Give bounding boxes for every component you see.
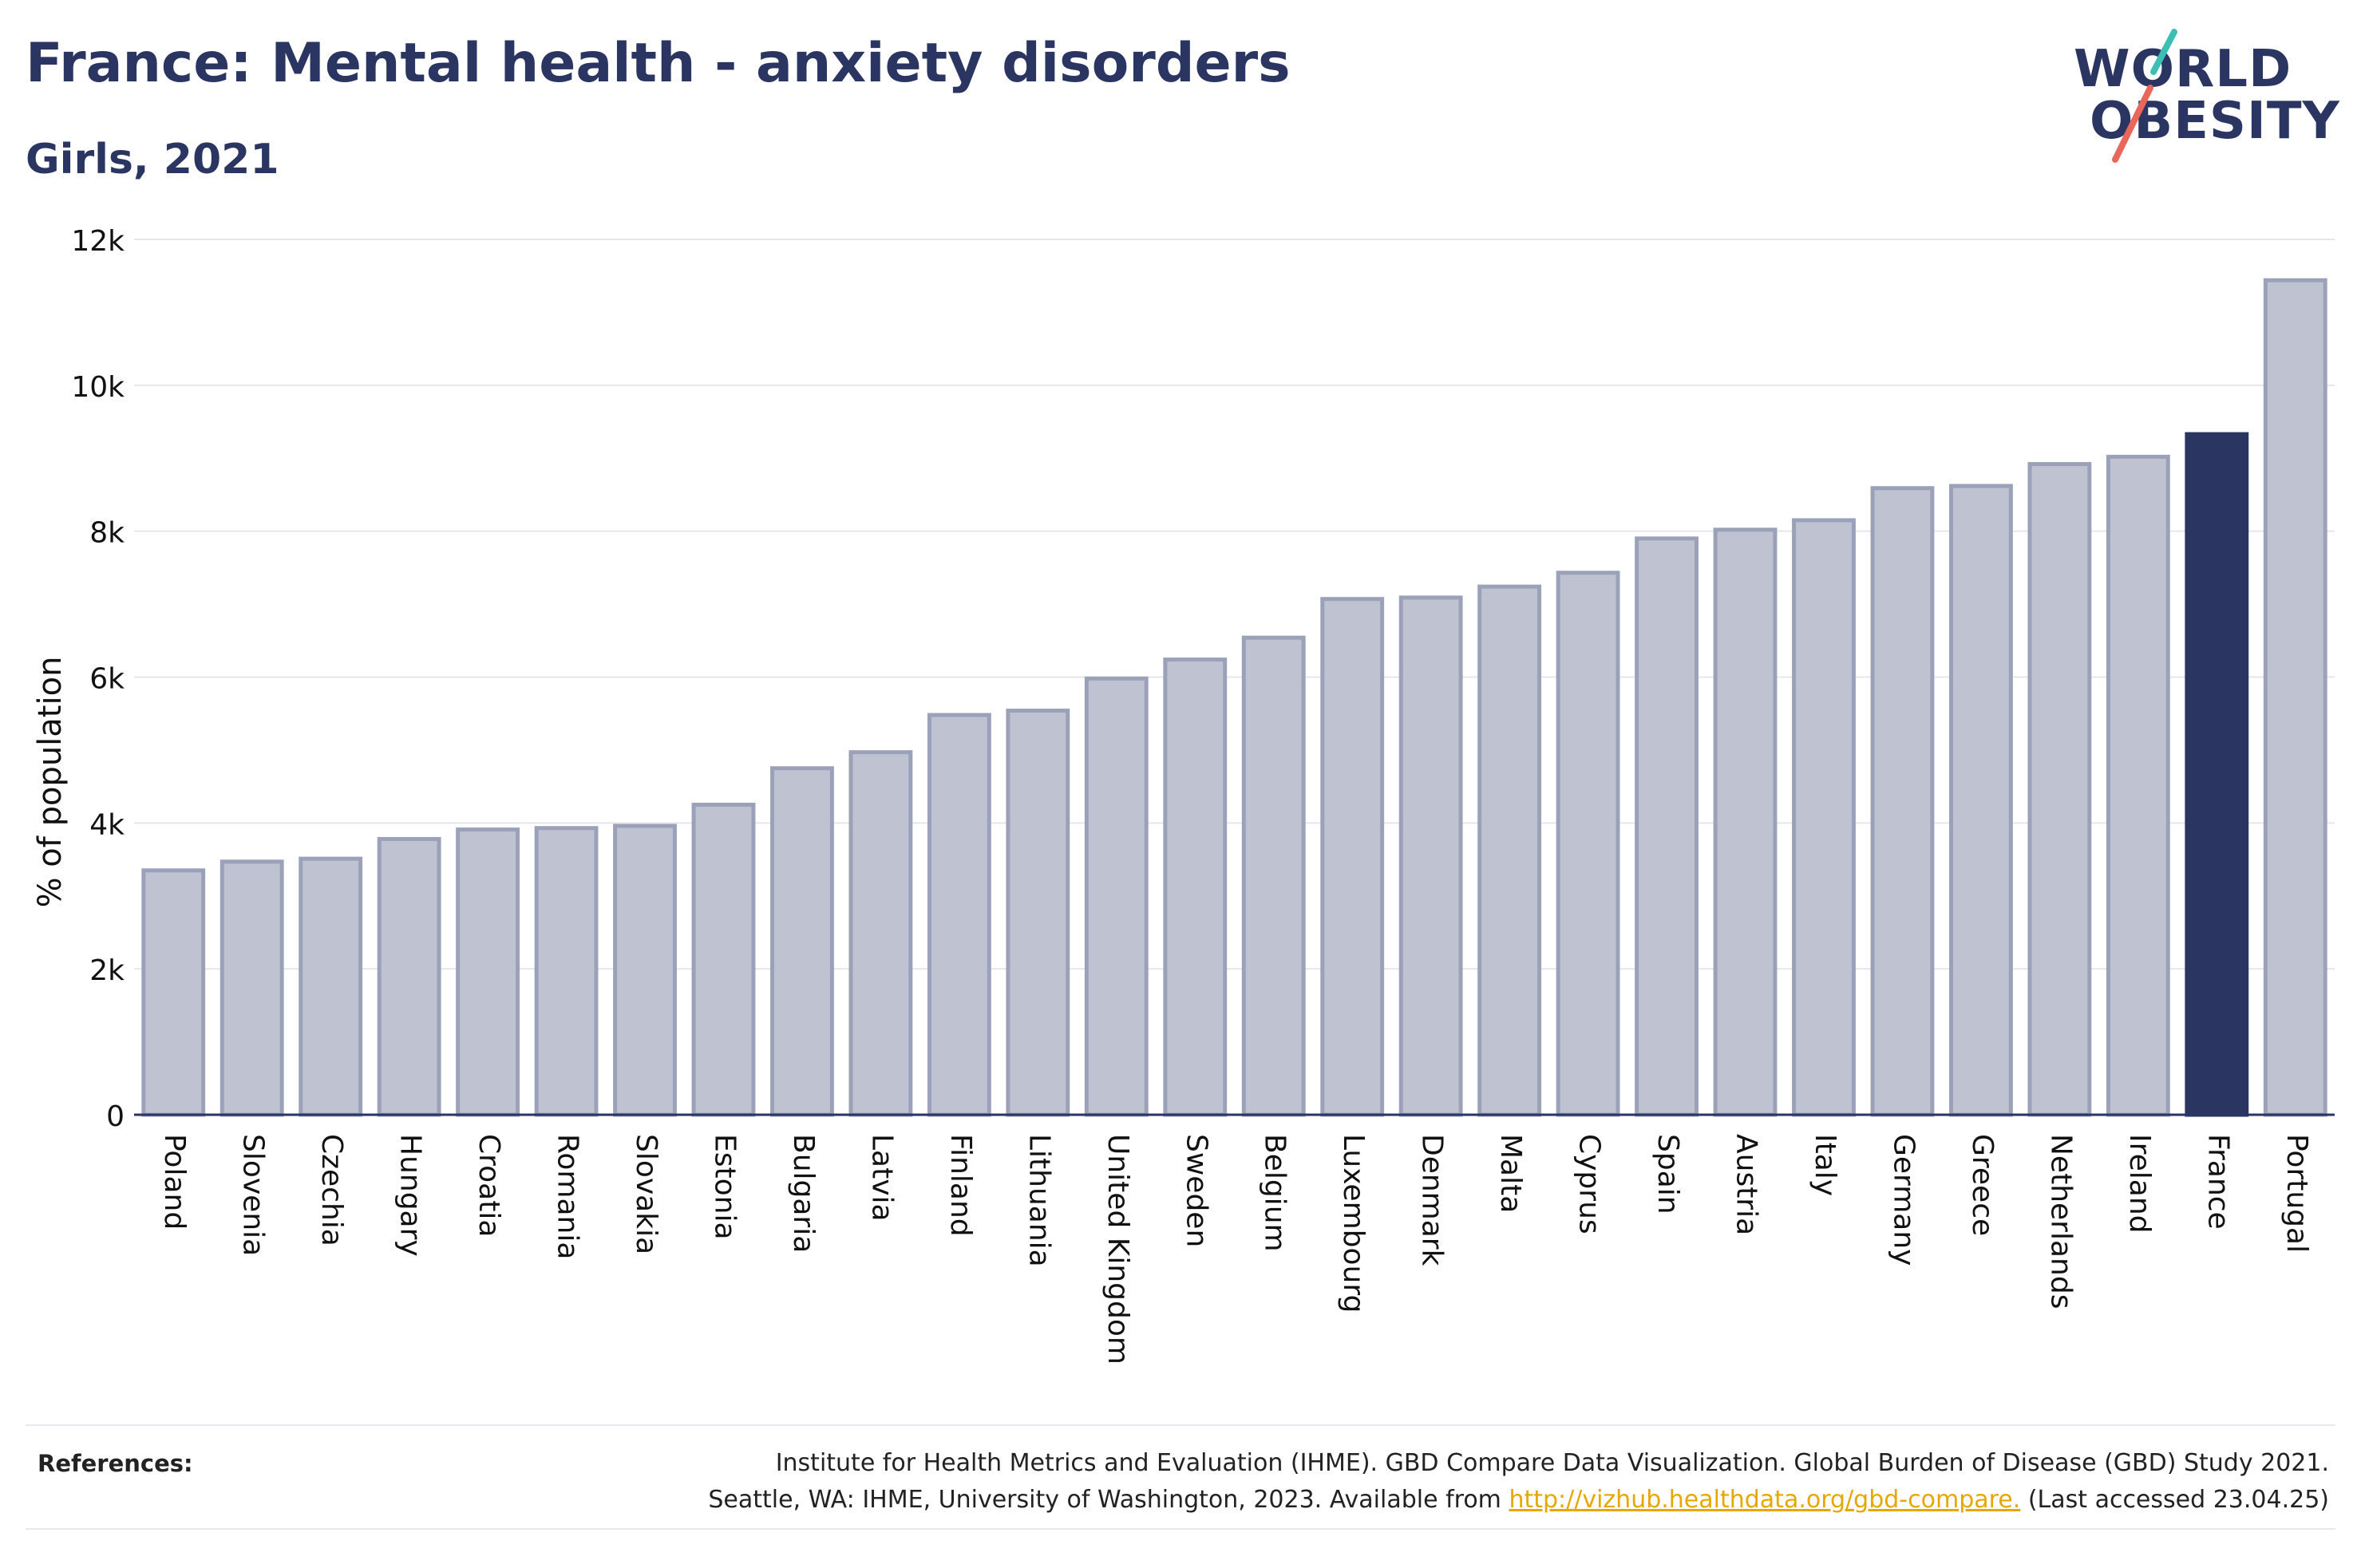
x-tick-label: France [2201, 1134, 2234, 1230]
y-axis-label: % of population [32, 657, 69, 908]
logo-text-world: WORLD [2074, 40, 2292, 99]
bar-germany [1870, 486, 1935, 1117]
bar-ireland [2106, 454, 2170, 1117]
bar-lithuania [1006, 709, 1070, 1117]
references-label: References: [38, 1450, 193, 1477]
reference-line-1: Institute for Health Metrics and Evaluat… [775, 1449, 2329, 1477]
references-panel: References: Institute for Health Metrics… [26, 1424, 2335, 1530]
x-tick-label: Luxembourg [1337, 1134, 1370, 1313]
bar-slovenia [219, 859, 284, 1117]
bar-united-kingdom [1084, 676, 1149, 1117]
reference-line-2: Seattle, WA: IHME, University of Washing… [708, 1482, 2329, 1519]
bar-malta [1477, 584, 1542, 1117]
y-tick-label: 4k [89, 808, 125, 841]
x-tick-label: Denmark [1416, 1134, 1449, 1266]
x-tick-label: Spain [1651, 1134, 1684, 1215]
bar-estonia [691, 802, 756, 1117]
bar-poland [141, 868, 206, 1117]
x-tick-label: Netherlands [2044, 1134, 2077, 1309]
bar-czechia [299, 856, 363, 1117]
x-tick-label: Belgium [1259, 1134, 1291, 1252]
x-tick-label: Slovenia [237, 1134, 270, 1256]
world-obesity-logo: WORLD OBESITY [2074, 24, 2339, 176]
x-tick-label: Germany [1887, 1134, 1920, 1266]
x-tick-label: Portugal [2280, 1134, 2313, 1253]
x-tick-label: Malta [1494, 1134, 1527, 1213]
bar-bulgaria [770, 766, 834, 1117]
bar-italy [1792, 518, 1856, 1117]
bar-cyprus [1556, 571, 1620, 1117]
bar-austria [1713, 527, 1778, 1117]
x-tick-label: Finland [944, 1134, 977, 1237]
bar-greece [1948, 484, 2013, 1117]
bar-netherlands [2027, 462, 2092, 1117]
y-tick-label: 8k [89, 517, 125, 550]
references-text: Institute for Health Metrics and Evaluat… [708, 1445, 2329, 1519]
x-tick-label: Croatia [473, 1134, 505, 1237]
x-tick-label: Hungary [394, 1134, 427, 1257]
bar-chart: 0 2k 4k 6k 8k 10k 12k Poland Slovenia Czechia Hun… [32, 225, 2335, 1365]
x-tick-label: Latvia [865, 1134, 898, 1222]
y-tick-label: 10k [71, 371, 125, 404]
bar-spain [1635, 536, 1699, 1117]
x-tick-label: Sweden [1180, 1134, 1212, 1247]
x-tick-label: Italy [1809, 1134, 1841, 1196]
reference-line-2-pre: Seattle, WA: IHME, University of Washing… [708, 1486, 1509, 1514]
y-tick-label: 0 [106, 1100, 125, 1133]
x-tick-label: Estonia [708, 1134, 741, 1240]
x-tick-label: Romania [552, 1134, 584, 1259]
bar-finland [927, 713, 991, 1117]
bar-romania [534, 826, 599, 1117]
x-tick-label: Czechia [315, 1134, 348, 1246]
bar-luxembourg [1320, 597, 1385, 1117]
x-tick-label: United Kingdom [1101, 1134, 1134, 1365]
reference-link[interactable]: http://vizhub.healthdata.org/gbd-compare… [1509, 1486, 2021, 1514]
chart-subtitle: Girls, 2021 [26, 136, 279, 184]
y-tick-label: 2k [89, 954, 125, 987]
bar-sweden [1163, 658, 1228, 1117]
x-tick-label: Slovakia [630, 1134, 662, 1254]
bar-denmark [1398, 595, 1463, 1117]
logo-slash-icon [2112, 29, 2177, 163]
bar-slovakia [613, 823, 677, 1117]
y-tick-label: 6k [89, 663, 125, 696]
reference-line-2-post: (Last accessed 23.04.25) [2020, 1486, 2329, 1514]
y-tick-label: 12k [71, 225, 125, 258]
bar-hungary [377, 836, 441, 1117]
bar-france [2185, 432, 2249, 1117]
x-tick-label: Lithuania [1022, 1134, 1055, 1267]
x-tick-label: Cyprus [1573, 1134, 1606, 1234]
y-axis-ticks: 0 2k 4k 6k 8k 10k 12k [71, 225, 125, 1133]
x-axis-ticks: Poland Slovenia Czechia Hungary Croatia Roman… [158, 1134, 2313, 1365]
x-tick-label: Greece [1966, 1134, 1999, 1236]
bar-croatia [456, 827, 520, 1117]
bar-belgium [1241, 635, 1306, 1117]
bar-latvia [848, 750, 913, 1117]
x-tick-label: Austria [1730, 1134, 1763, 1235]
bar-portugal [2263, 278, 2327, 1117]
bars [141, 278, 2327, 1117]
x-tick-label: Bulgaria [787, 1134, 820, 1253]
x-tick-label: Ireland [2123, 1134, 2156, 1234]
chart-title: France: Mental health - anxiety disorder… [26, 32, 1291, 95]
x-tick-label: Poland [158, 1134, 191, 1230]
